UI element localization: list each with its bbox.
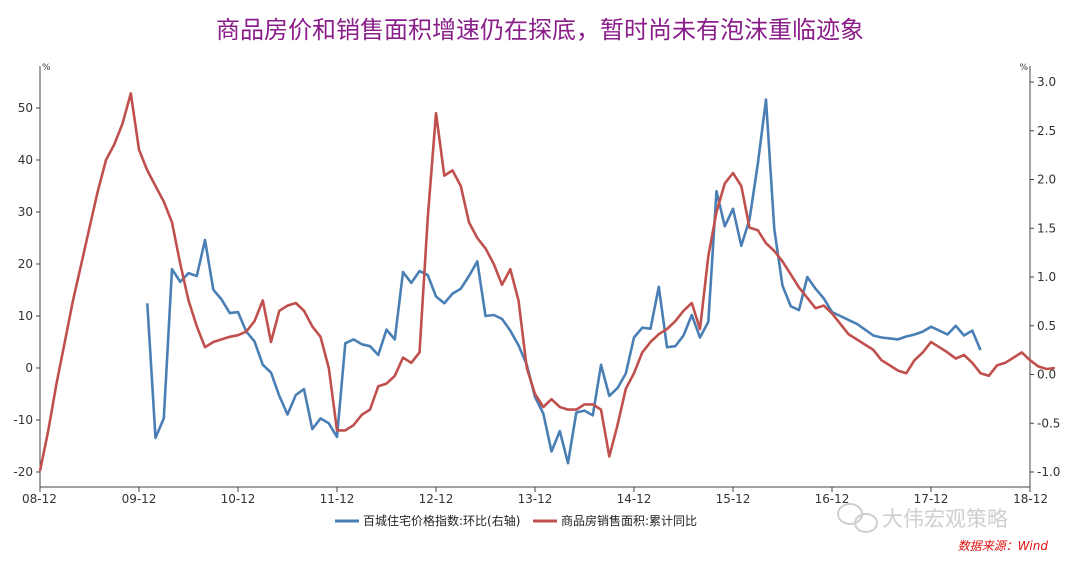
left-unit-label: % [42, 63, 51, 73]
left-tick-label: 40 [18, 153, 33, 167]
right-tick-label: 0.0 [1037, 368, 1056, 382]
x-tick-label: 14-12 [617, 492, 652, 506]
right-tick-label: -1.0 [1037, 465, 1060, 479]
left-tick-label: -20 [13, 465, 33, 479]
x-tick-label: 08-12 [22, 492, 57, 506]
right-tick-label: 1.0 [1037, 270, 1056, 284]
series-line-price-index [146, 98, 982, 465]
x-tick-label: 11-12 [320, 492, 355, 506]
x-axis-ticks: 08-12 09-12 10-12 11-12 12-12 13-12 14-12 15-12… [22, 487, 1048, 506]
x-tick-label: 10-12 [221, 492, 256, 506]
left-tick-label: -10 [13, 413, 33, 427]
right-tick-label: 2.0 [1037, 173, 1056, 187]
series-line-sales-area [38, 92, 1055, 472]
left-tick-label: 0 [25, 361, 33, 375]
source-note: 数据来源：Wind [958, 539, 1049, 553]
x-tick-label: 13-12 [518, 492, 553, 506]
right-tick-label: 3.0 [1037, 75, 1056, 89]
right-tick-label: 1.5 [1037, 221, 1056, 235]
right-unit-label: % [1019, 63, 1028, 73]
right-tick-label: -0.5 [1037, 416, 1060, 430]
left-tick-label: 50 [18, 101, 33, 115]
right-tick-label: 0.5 [1037, 319, 1056, 333]
watermark-text: 大伟宏观策略 [882, 507, 1008, 531]
chart-title: 商品房价和销售面积增速仍在探底，暂时尚未有泡沫重临迹象 [216, 16, 864, 44]
wechat-icon [837, 503, 878, 533]
x-tick-label: 16-12 [815, 492, 850, 506]
left-axis-ticks: 50 40 30 20 10 0 -10 -20 [13, 101, 40, 479]
right-axis-ticks: 3.0 2.5 2.0 1.5 1.0 0.5 0.0 -0.5 -1.0 [1030, 75, 1060, 479]
plot-frame [39, 66, 1031, 488]
x-tick-label: 18-12 [1013, 492, 1048, 506]
left-tick-label: 20 [18, 257, 33, 271]
series-layer [38, 92, 1055, 472]
left-tick-label: 30 [18, 205, 33, 219]
x-tick-label: 17-12 [914, 492, 949, 506]
left-tick-label: 10 [18, 309, 33, 323]
x-tick-label: 15-12 [716, 492, 751, 506]
legend-label-price-index: 百城住宅价格指数:环比(右轴) [363, 513, 520, 528]
watermark: 大伟宏观策略 [837, 503, 1008, 533]
right-tick-label: 2.5 [1037, 124, 1056, 138]
x-tick-label: 09-12 [122, 492, 157, 506]
legend-label-sales-area: 商品房销售面积:累计同比 [561, 513, 697, 528]
legend: 百城住宅价格指数:环比(右轴) 商品房销售面积:累计同比 [335, 513, 697, 528]
x-tick-label: 12-12 [419, 492, 454, 506]
